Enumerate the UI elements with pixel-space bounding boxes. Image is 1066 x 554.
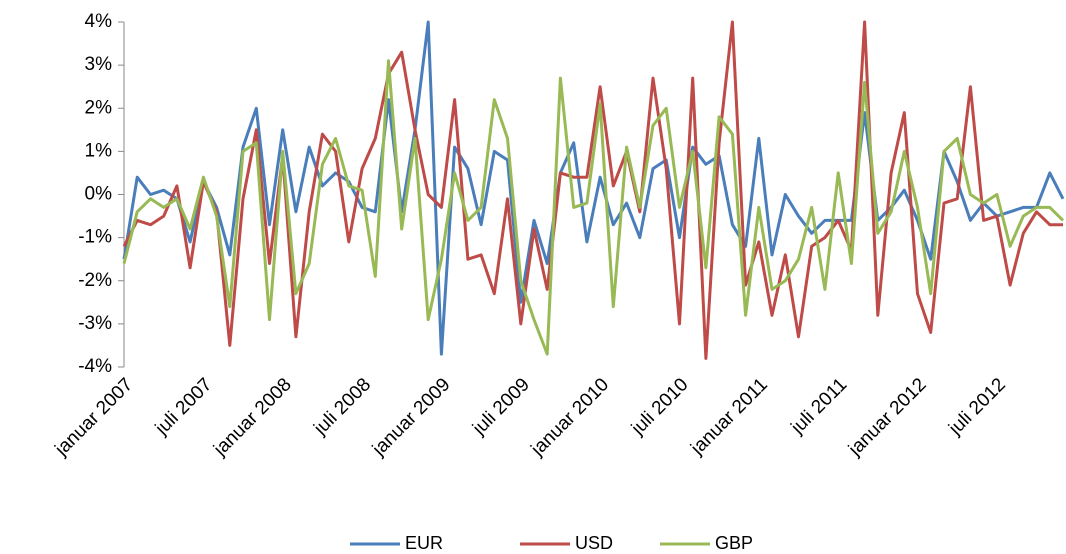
y-tick-label: -2%	[78, 270, 112, 291]
x-tick-label: juli 2011	[787, 374, 852, 439]
legend-label: GBP	[715, 533, 753, 553]
x-tick-label: januar 2012	[844, 374, 931, 461]
y-tick-label: 2%	[85, 97, 113, 118]
y-tick-label: 4%	[85, 11, 113, 32]
legend-label: USD	[575, 533, 613, 553]
x-tick-label: januar 2007	[51, 374, 138, 461]
y-tick-label: -1%	[78, 227, 112, 248]
x-tick-label: juli 2008	[310, 374, 376, 440]
x-tick-label: januar 2009	[368, 374, 455, 461]
x-tick-label: juli 2012	[944, 374, 1010, 440]
x-tick-label: juli 2007	[151, 374, 217, 440]
x-tick-label: juli 2010	[627, 374, 693, 440]
y-tick-label: -4%	[78, 356, 112, 377]
x-tick-label: januar 2010	[527, 374, 614, 461]
y-tick-label: 3%	[85, 54, 113, 75]
y-tick-label: -3%	[78, 313, 112, 334]
y-tick-label: 0%	[85, 184, 113, 205]
series-line	[122, 59, 1065, 356]
x-tick-label: juli 2009	[468, 374, 534, 440]
x-tick-label: januar 2008	[209, 374, 296, 461]
series-line	[122, 20, 1065, 356]
legend-label: EUR	[405, 533, 443, 553]
x-tick-label: januar 2011	[686, 374, 772, 460]
y-tick-label: 1%	[85, 140, 113, 161]
